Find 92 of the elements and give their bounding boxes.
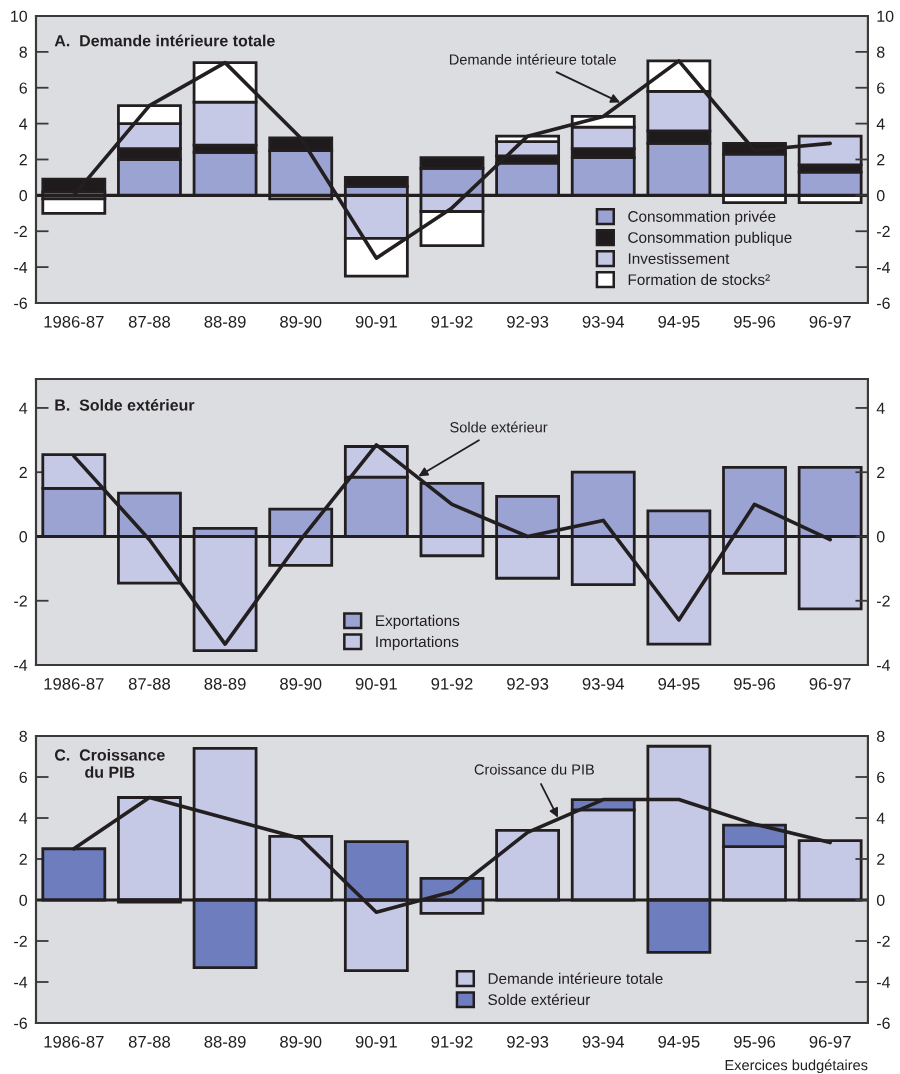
y2-tick-label: -6 [877, 1017, 890, 1029]
x-tick-label: 96-97 [809, 677, 851, 690]
y2-tick-label: -2 [877, 595, 890, 607]
y2-tick-label: 0 [876, 894, 885, 906]
y-tick-label: 0 [19, 189, 28, 202]
legend-label: Consommation privée [628, 210, 776, 225]
legend-label: Consommation publique [628, 231, 792, 246]
x-tick-label: 89-90 [280, 315, 322, 328]
y2-tick-label: 10 [877, 10, 894, 22]
y2-tick-label: 0 [876, 189, 885, 202]
y-tick-label: 6 [19, 82, 27, 94]
x-tick-label: 91-92 [431, 677, 473, 690]
y2-tick-label: 6 [877, 82, 885, 94]
x-tick-label: 94-95 [658, 315, 700, 328]
x-tick-label: 89-90 [280, 1035, 322, 1048]
x-tick-label: 89-90 [280, 677, 322, 690]
x-tick-label: 94-95 [658, 677, 700, 690]
y-tick-label: -6 [14, 1017, 27, 1029]
y2-tick-label: -4 [877, 261, 891, 273]
x-tick-label: 90-91 [355, 315, 397, 328]
x-tick-label: 92-93 [507, 315, 549, 328]
y-tick-label: -2 [14, 225, 27, 238]
x-tick-label: 91-92 [431, 315, 473, 328]
y2-tick-label: 0 [876, 531, 885, 543]
y-tick-label: -6 [14, 297, 27, 309]
x-tick-label: 93-94 [582, 677, 625, 690]
text: C. Croissance du PIB [54, 748, 165, 778]
x-tick-label: 92-93 [507, 677, 549, 690]
y-tick-label: 8 [19, 46, 27, 58]
x-tick-label: 90-91 [355, 1035, 397, 1048]
series-label: Croissance du PIB [474, 763, 594, 775]
legend-label: Investissement [628, 252, 730, 264]
y-tick-label: -4 [14, 659, 28, 671]
legend-label: Formation de stocks² [628, 273, 770, 286]
y-tick-label: 10 [11, 10, 28, 22]
x-tick-label: 1986-87 [44, 315, 104, 328]
y-tick-label: -2 [14, 595, 27, 607]
x-tick-label: 87-88 [128, 677, 171, 690]
x-tick-label: 87-88 [128, 315, 171, 328]
x-tick-label: 88-89 [204, 315, 246, 328]
text: Demande intérieure totale [449, 53, 616, 65]
x-tick-label: 92-93 [507, 1035, 549, 1048]
x-axis-title: Exercices budgétaires [725, 1059, 868, 1074]
x-tick-label: 96-97 [809, 315, 851, 328]
y-tick-label: 0 [19, 894, 28, 906]
x-tick-label: 87-88 [128, 1035, 171, 1048]
y2-tick-label: 2 [877, 466, 885, 478]
y-tick-label: 4 [19, 402, 28, 414]
y-tick-label: 2 [19, 466, 27, 478]
text: B. Solde extérieur [55, 398, 195, 411]
legend-label: Exportations [376, 614, 460, 630]
x-tick-label: 93-94 [582, 315, 625, 328]
y2-tick-label: -6 [877, 297, 890, 309]
y-tick-label: -4 [14, 261, 28, 273]
x-tick-label: 1986-87 [44, 677, 104, 690]
y2-tick-label: 8 [876, 730, 885, 742]
x-tick-label: 91-92 [431, 1035, 473, 1048]
text: A. Demande intérieure totale [54, 34, 275, 47]
x-tick-label: 95-96 [733, 1035, 776, 1048]
x-tick-label: 96-97 [809, 1035, 851, 1048]
x-tick-label: 88-89 [204, 1035, 246, 1048]
y2-tick-label: 6 [877, 771, 885, 783]
legend-label: Solde extérieur [488, 993, 591, 1006]
x-tick-label: 88-89 [204, 677, 246, 690]
text: Solde extérieur [450, 421, 548, 433]
y-tick-label: 2 [19, 154, 27, 166]
y-tick-label: 8 [19, 730, 27, 742]
x-tick-label: 93-94 [582, 1035, 625, 1048]
x-tick-label: 94-95 [658, 1035, 700, 1048]
x-tick-label: 95-96 [733, 315, 776, 328]
y-tick-label: -2 [14, 935, 27, 947]
y-tick-label: 4 [19, 118, 28, 130]
y-tick-label: 6 [19, 771, 27, 783]
y2-tick-label: 4 [876, 402, 885, 414]
y-tick-label: 2 [19, 853, 27, 865]
y-tick-label: 4 [19, 812, 28, 824]
y2-tick-label: -4 [877, 659, 891, 671]
y2-tick-label: 8 [876, 46, 885, 58]
y2-tick-label: 4 [876, 812, 885, 824]
y2-tick-label: -4 [877, 976, 891, 988]
y2-tick-label: 2 [877, 853, 885, 865]
legend-label: Demande intérieure totale [488, 972, 663, 985]
legend-label: Importations [376, 635, 459, 651]
y-tick-label: 0 [19, 531, 28, 543]
x-tick-label: 95-96 [733, 677, 776, 690]
x-tick-label: 90-91 [355, 677, 397, 690]
y2-tick-label: 2 [877, 154, 885, 166]
y2-tick-label: -2 [877, 935, 890, 947]
y2-tick-label: -2 [877, 225, 890, 238]
y2-tick-label: 4 [876, 118, 885, 130]
x-tick-label: 1986-87 [44, 1035, 104, 1048]
y-tick-label: -4 [14, 976, 28, 988]
